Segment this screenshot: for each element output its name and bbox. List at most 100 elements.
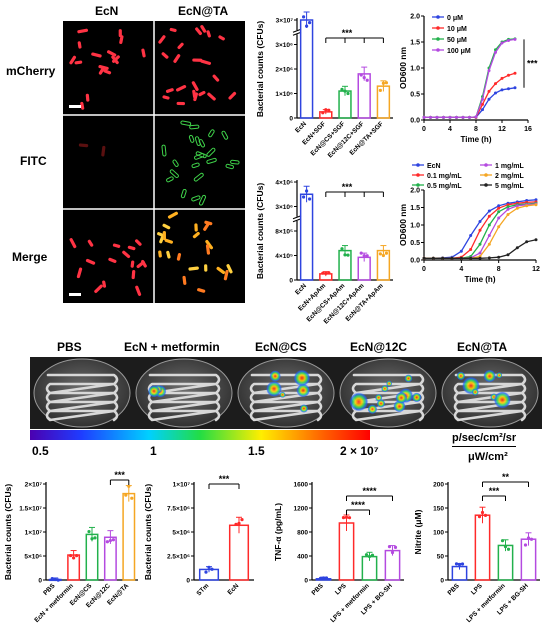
bacterium-cell — [204, 264, 208, 272]
data-point — [513, 71, 517, 75]
colorbar-tick-1: 0.5 — [32, 444, 49, 458]
legend-marker — [484, 163, 488, 167]
y-tick-label: 0 — [440, 578, 444, 585]
bar — [338, 522, 355, 581]
data-point — [240, 518, 244, 522]
data-point — [450, 256, 454, 260]
data-point — [506, 547, 511, 551]
bacterium-cell — [101, 145, 106, 157]
bacterium-cell — [193, 153, 205, 160]
bacterium-cell — [176, 101, 186, 106]
bacterium-cell — [207, 92, 216, 101]
y-tick-label: 7.5×10⁶ — [167, 506, 190, 513]
bacterium-cell — [87, 239, 94, 247]
bacterium-cell — [127, 245, 136, 251]
x-tick-label: PBS — [311, 582, 326, 597]
significance-marker: *** — [527, 59, 538, 69]
data-point — [359, 73, 363, 77]
data-point — [321, 576, 326, 580]
bacterium-cell — [198, 139, 206, 148]
x-tick-label: EcN@TA+ApAm — [344, 282, 385, 323]
legend-label: 0.5 mg/mL — [427, 183, 462, 190]
significance-marker: **** — [362, 486, 377, 496]
data-point — [127, 484, 131, 488]
bacterium-cell — [205, 244, 211, 255]
x-tick-label: 4 — [459, 266, 463, 273]
data-point — [487, 256, 491, 260]
bioluminescence-signal — [404, 374, 413, 383]
data-point — [497, 255, 501, 259]
significance-marker: **** — [351, 500, 366, 510]
imaging-label-cs: EcN@CS — [255, 340, 307, 354]
data-point — [507, 87, 510, 91]
bacterium-cell — [85, 258, 96, 265]
legend-marker — [416, 173, 420, 177]
significance-marker: *** — [114, 470, 125, 480]
y-tick-label: 0.5 — [410, 92, 420, 99]
x-tick-label: LPS — [470, 582, 484, 596]
bacterium-cell — [192, 58, 203, 62]
x-tick-label: EcN — [294, 282, 308, 296]
bacterium-cell — [165, 88, 174, 93]
data-point — [478, 251, 482, 255]
bacterium-cell — [228, 91, 237, 100]
bioluminescence-signal — [279, 391, 286, 398]
data-point — [318, 576, 323, 580]
y-tick-label: 1.5 — [410, 205, 420, 212]
bioluminescence-signal — [493, 391, 511, 409]
bar — [122, 492, 136, 581]
bioluminescence-signal — [456, 371, 466, 381]
colorbar-tick-2: 1 — [150, 444, 157, 458]
data-point — [204, 570, 208, 574]
bacterium-cell — [198, 194, 207, 206]
data-point — [237, 521, 241, 525]
bar — [299, 19, 314, 119]
bacterium-cell — [212, 74, 220, 82]
data-point — [50, 577, 54, 581]
bacterium-cell — [102, 280, 107, 288]
bacterium-cell — [158, 250, 162, 258]
scale-bar-mcherry — [69, 105, 81, 108]
data-point — [75, 553, 79, 558]
colorbar-tick-3: 1.5 — [248, 444, 265, 458]
data-point — [469, 234, 473, 237]
bacterium-cell — [164, 238, 173, 244]
bacterium-cell — [85, 93, 90, 102]
bacterium-cell — [162, 95, 170, 100]
data-point — [305, 189, 309, 193]
legend-marker — [436, 15, 440, 19]
data-point — [429, 115, 432, 119]
y-tick-label: 1.5 — [410, 40, 420, 47]
bioluminescence-signal — [293, 369, 311, 387]
y-tick-label: 2×10⁷ — [25, 482, 43, 489]
y-tick-label: 2.5×10⁶ — [167, 554, 190, 561]
bioluminescence-signal — [266, 381, 282, 397]
data-point — [393, 545, 398, 549]
data-point — [359, 251, 363, 255]
bacterium-cell — [226, 264, 233, 274]
data-point — [365, 254, 369, 258]
data-point — [513, 86, 517, 90]
x-tick-label: EcN — [227, 582, 241, 596]
y-tick-label: 5×10⁶ — [24, 554, 42, 561]
data-point — [457, 562, 462, 567]
imaging-label-ta: EcN@TA — [457, 340, 508, 354]
bacterium-cell — [74, 60, 83, 65]
bacterium-cell — [108, 257, 117, 263]
x-axis-label: Time (h) — [465, 275, 496, 284]
legend-marker — [416, 183, 420, 187]
data-point — [474, 115, 478, 119]
bioluminescence-signal — [483, 369, 496, 383]
data-point — [93, 536, 97, 540]
bacterium-cell — [216, 266, 226, 275]
legend-label: 50 μM — [447, 37, 467, 44]
bacterium-cell — [180, 120, 192, 126]
bacterium-cell — [193, 92, 198, 102]
data-point — [503, 545, 508, 549]
bacterium-cell — [176, 85, 187, 92]
data-point — [478, 242, 482, 246]
data-point — [525, 204, 529, 208]
data-point — [364, 553, 369, 557]
data-point — [130, 496, 134, 500]
